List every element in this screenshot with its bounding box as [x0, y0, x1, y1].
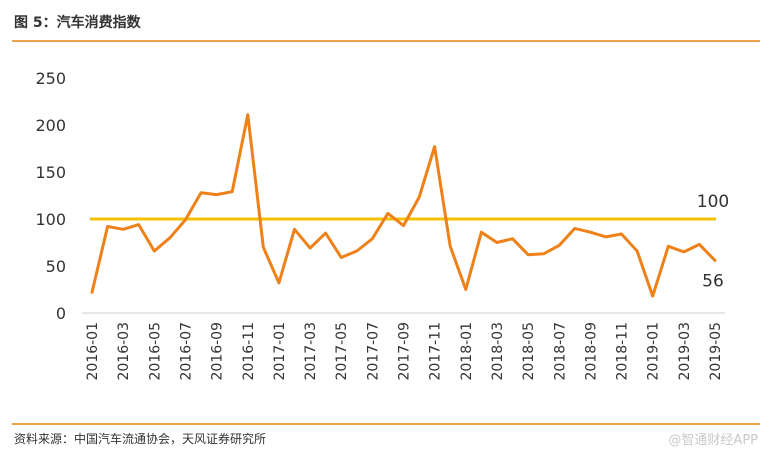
y-axis-labels: 0 50 100 150 200 250	[35, 69, 66, 323]
x-tick-label: 2018-07	[552, 322, 568, 381]
reference-line-label: 100	[697, 192, 729, 212]
y-tick-label: 50	[46, 257, 66, 276]
x-tick-label: 2019-01	[646, 322, 662, 381]
reference-line-group: 100	[90, 192, 729, 221]
x-tick-label: 2016-05	[147, 322, 163, 381]
x-tick-label: 2017-09	[397, 322, 413, 381]
x-tick-label: 2019-03	[677, 322, 693, 381]
x-axis-labels: 2016-01 2016-03 2016-05 2016-07 2016-09 2016-…	[85, 322, 724, 381]
y-tick-label: 150	[35, 163, 66, 182]
series-group	[90, 113, 717, 298]
x-tick-label: 2017-07	[365, 322, 381, 381]
x-tick-label: 2016-07	[178, 322, 194, 381]
figure-title: 图 5：汽车消费指数	[14, 15, 141, 31]
x-tick-label: 2016-03	[116, 322, 132, 381]
x-tick-label: 2019-05	[708, 322, 724, 381]
x-tick-label: 2018-03	[490, 322, 506, 381]
x-tick-label: 2017-11	[428, 322, 444, 381]
x-tick-label: 2018-09	[583, 322, 599, 381]
x-tick-label: 2017-05	[334, 322, 350, 381]
y-tick-label: 250	[35, 69, 66, 88]
x-tick-label: 2017-01	[272, 322, 288, 381]
title-divider	[12, 40, 760, 42]
last-value-label: 56	[702, 271, 724, 291]
x-tick-label: 2016-11	[241, 322, 257, 381]
watermark: @智通财经APP	[668, 433, 758, 448]
x-tick-label: 2018-05	[521, 322, 537, 381]
source-note: 资料来源：中国汽车流通协会，天风证券研究所	[14, 432, 267, 446]
y-tick-label: 0	[56, 304, 66, 323]
x-tick-label: 2016-01	[85, 322, 101, 381]
y-tick-label: 100	[35, 210, 66, 229]
annotations-group: 56	[702, 271, 724, 291]
footer-divider	[12, 423, 760, 425]
x-tick-label: 2017-03	[303, 322, 319, 381]
x-tick-label: 2018-01	[459, 322, 475, 381]
x-tick-label: 2016-09	[210, 322, 226, 381]
series-line	[90, 113, 717, 298]
x-tick-label: 2018-11	[615, 322, 631, 381]
y-tick-label: 200	[35, 116, 66, 135]
